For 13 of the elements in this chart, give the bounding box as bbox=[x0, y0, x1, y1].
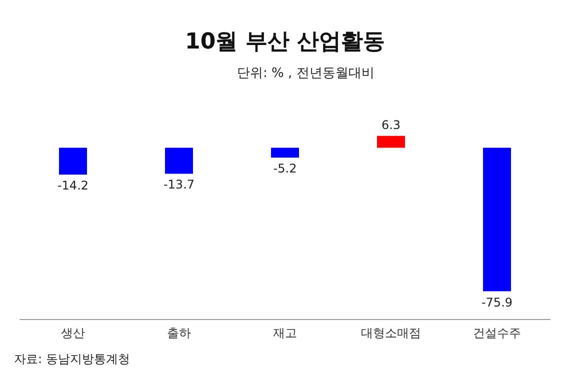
data-label: 6.3 bbox=[381, 118, 401, 132]
data-label: -75.9 bbox=[481, 295, 513, 310]
text: 자료: 동남지방통계청 bbox=[14, 352, 130, 366]
data-label: -14.2 bbox=[57, 178, 89, 193]
x-tick-label: 대형소매점 bbox=[361, 326, 421, 340]
data-label: -5.2 bbox=[273, 162, 297, 176]
x-tick-label: 생산 bbox=[61, 326, 85, 340]
chart-subtitle: 단위: % , 전년동월대비 bbox=[237, 66, 374, 81]
x-tick-label: 건설수주 bbox=[473, 326, 521, 340]
x-tick-label: 출하 bbox=[167, 326, 191, 340]
chart-title: 10월 부산 산업활동 bbox=[185, 30, 385, 54]
data-label: -13.7 bbox=[163, 178, 195, 192]
x-tick-label: 재고 bbox=[273, 326, 297, 340]
